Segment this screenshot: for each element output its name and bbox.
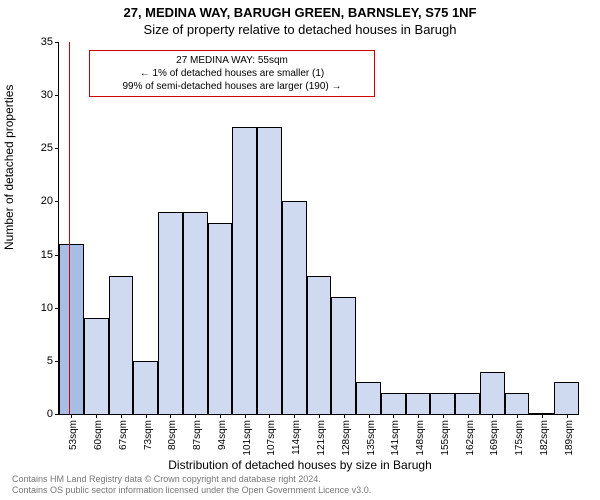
x-tick-label: 135sqm [364,420,377,456]
x-tick-mark [170,414,171,418]
histogram-bar [84,318,109,414]
x-tick-label: 73sqm [141,420,154,450]
x-tick-label: 53sqm [66,420,79,450]
footer-line1: Contains HM Land Registry data © Crown c… [12,474,371,485]
histogram-bar [59,244,84,414]
histogram-bar [331,297,356,414]
x-tick-mark [121,414,122,418]
histogram-bar [208,223,233,414]
histogram-bar [406,393,431,414]
histogram-bar [430,393,455,414]
histogram-bar [455,393,480,414]
x-tick-mark [344,414,345,418]
histogram-bar [133,361,158,414]
x-tick-label: 189sqm [562,420,575,456]
y-axis-label: Number of detached properties [2,85,16,250]
histogram-bar [158,212,183,414]
x-tick-label: 148sqm [413,420,426,456]
x-tick-mark [245,414,246,418]
y-tick-mark [55,95,59,96]
histogram-bar [505,393,530,414]
x-tick-label: 162sqm [463,420,476,456]
histogram-bar [232,127,257,414]
chart-title-line2: Size of property relative to detached ho… [0,22,600,37]
y-tick-mark [55,201,59,202]
x-tick-mark [220,414,221,418]
x-tick-label: 141sqm [388,420,401,456]
x-tick-mark [517,414,518,418]
x-tick-mark [418,414,419,418]
x-axis-label: Distribution of detached houses by size … [0,458,600,472]
x-tick-mark [96,414,97,418]
histogram-bar [183,212,208,414]
x-tick-label: 101sqm [240,420,253,456]
x-tick-mark [468,414,469,418]
histogram-bar [381,393,406,414]
footer-line2: Contains OS public sector information li… [12,485,371,496]
x-tick-label: 155sqm [438,420,451,456]
chart-title-line1: 27, MEDINA WAY, BARUGH GREEN, BARNSLEY, … [0,5,600,20]
x-tick-label: 169sqm [487,420,500,456]
annotation-line2: ← 1% of detached houses are smaller (1) [96,67,368,80]
histogram-bar [480,372,505,415]
x-tick-label: 175sqm [512,420,525,456]
x-tick-label: 182sqm [537,420,550,456]
y-tick-mark [55,414,59,415]
histogram-bar [109,276,134,414]
footer-attribution: Contains HM Land Registry data © Crown c… [12,474,371,496]
annotation-line3: 99% of semi-detached houses are larger (… [96,80,368,93]
x-tick-mark [369,414,370,418]
x-tick-mark [542,414,543,418]
x-tick-label: 107sqm [264,420,277,456]
subject-marker-line [69,42,70,414]
x-tick-label: 67sqm [116,420,129,450]
histogram-bar [282,201,307,414]
histogram-bar [356,382,381,414]
x-tick-label: 121sqm [314,420,327,456]
histogram-bar [257,127,282,414]
y-tick-mark [55,148,59,149]
x-tick-mark [492,414,493,418]
y-tick-mark [55,42,59,43]
histogram-bar [307,276,332,414]
x-tick-label: 128sqm [339,420,352,456]
x-tick-label: 60sqm [91,420,104,450]
histogram-bar [554,382,579,414]
x-tick-mark [294,414,295,418]
x-tick-mark [71,414,72,418]
x-tick-mark [443,414,444,418]
x-tick-mark [269,414,270,418]
x-tick-label: 80sqm [165,420,178,450]
x-tick-mark [195,414,196,418]
x-tick-label: 94sqm [215,420,228,450]
x-tick-mark [319,414,320,418]
x-tick-mark [146,414,147,418]
x-tick-mark [567,414,568,418]
x-tick-label: 114sqm [289,420,302,455]
annotation-box: 27 MEDINA WAY: 55sqm← 1% of detached hou… [89,50,375,97]
x-tick-label: 87sqm [190,420,203,450]
chart-plot-area: 0510152025303553sqm60sqm67sqm73sqm80sqm8… [58,42,579,415]
annotation-line1: 27 MEDINA WAY: 55sqm [96,54,368,67]
x-tick-mark [393,414,394,418]
